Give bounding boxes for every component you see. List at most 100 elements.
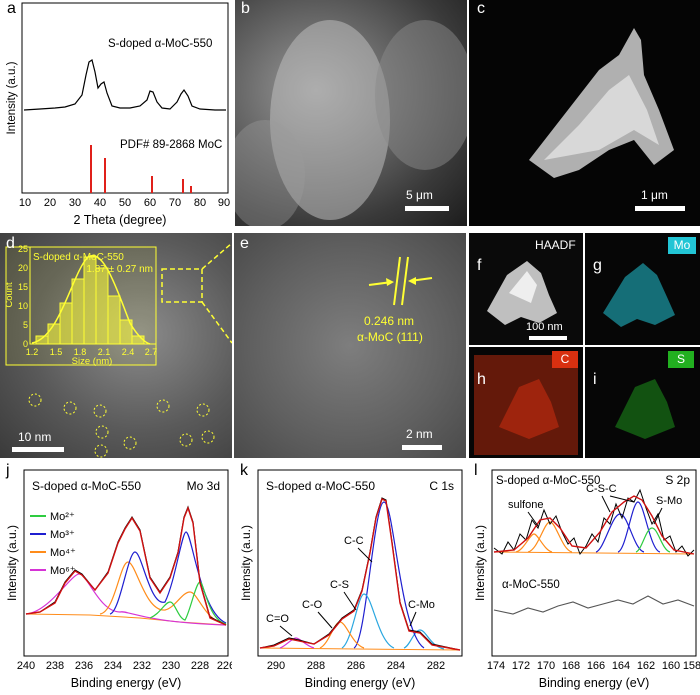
hrtem-scale-bar — [12, 447, 64, 452]
inset-xtick: 2.4 — [122, 347, 135, 357]
legend-mo2: Mo²⁺ — [50, 511, 75, 523]
xrd-xtick: 80 — [194, 197, 206, 209]
sulfone-component-2 — [515, 533, 553, 553]
peak-csc: C-S-C — [586, 483, 617, 495]
c1s-chart: S-doped α-MoC-550 C 1s C=O C-O C-S C-C C… — [239, 469, 463, 690]
s2p-xlabel: Binding energy (eV) — [539, 676, 649, 690]
haadf-scale-bar — [529, 336, 567, 340]
mo3d-xtick: 234 — [104, 660, 122, 672]
lattice-overlay: 0.246 nm α-MoC (111) — [357, 256, 433, 344]
hist-bar — [35, 335, 49, 345]
xrd-xtick: 90 — [218, 197, 230, 209]
xrd-ylabel: Intensity (a.u.) — [6, 61, 18, 134]
hist-bar — [107, 295, 121, 345]
tem-scale-bar — [635, 206, 685, 211]
panel-label-a: a — [7, 0, 16, 17]
panel-label-l: l — [474, 462, 478, 479]
panel-f-haadf-image: f HAADF 100 nm — [469, 233, 583, 345]
panel-g-mo-map: g Mo — [585, 233, 700, 345]
panel-label-j: j — [6, 462, 10, 479]
cc-component — [353, 501, 425, 649]
inset-value: 1.87 ± 0.27 nm — [86, 264, 153, 275]
csc-component-2 — [617, 501, 661, 553]
panel-label-i: i — [593, 371, 597, 388]
xrd-xtick: 10 — [19, 197, 31, 209]
panel-a-xrd: S-doped α-MoC-550 PDF# 89-2868 MoC 10 20… — [0, 0, 232, 232]
mo-tag: Mo — [668, 237, 696, 254]
lattice-spacing: 0.246 nm — [364, 314, 414, 328]
inset-ytick: 20 — [18, 263, 28, 273]
mo2-component — [149, 581, 227, 625]
s2p-xticks: 174 172 170 168 166 164 162 160 158 — [487, 660, 700, 672]
inset-xtick: 2.7 — [145, 347, 158, 357]
c1s-xtick: 288 — [307, 660, 325, 672]
xrd-xtick: 40 — [94, 197, 106, 209]
mo3d-ylabel: Intensity (a.u.) — [5, 525, 19, 601]
tem-scale-text: 1 μm — [641, 188, 668, 202]
mo3d-xtick: 240 — [17, 660, 35, 672]
xrd-xtick: 50 — [119, 197, 131, 209]
c1s-xtick: 282 — [427, 660, 445, 672]
peak-smo: S-Mo — [656, 495, 682, 507]
s2p-xtick: 164 — [612, 660, 630, 672]
mo3d-xtick: 228 — [191, 660, 209, 672]
mo3d-title: S-doped α-MoC-550 — [32, 479, 141, 493]
inset-xticks: 1.2 1.5 1.8 2.1 2.4 2.7 — [26, 347, 158, 357]
panel-label-b: b — [241, 0, 250, 17]
c1s-ylabel: Intensity (a.u.) — [239, 525, 253, 601]
mo3-component — [109, 531, 227, 624]
c-tag: C — [552, 351, 578, 368]
inset-title: S-doped α-MoC-550 — [33, 252, 124, 263]
s2p-xtick: 170 — [537, 660, 555, 672]
c1s-title: S-doped α-MoC-550 — [266, 479, 375, 493]
s2p-baseline — [493, 551, 695, 555]
s2p-xtick: 166 — [587, 660, 605, 672]
zoom-box — [161, 268, 203, 303]
sem-texture — [235, 20, 467, 226]
panel-label-e: e — [240, 235, 249, 252]
mo3d-xtick: 232 — [133, 660, 151, 672]
legend-mo4: Mo⁴⁺ — [50, 547, 76, 559]
cmo-component — [403, 629, 445, 650]
sem-scale-bar — [405, 206, 449, 211]
mo3d-xtick: 236 — [75, 660, 93, 672]
peak-cmo: C-Mo — [408, 599, 435, 611]
peak-ceo: C=O — [266, 613, 289, 625]
ref-moc-label: α-MoC-550 — [502, 579, 560, 591]
s2p-core: S 2p — [665, 473, 690, 487]
legend-mo3: Mo³⁺ — [50, 529, 75, 541]
legend-mo6: Mo⁶⁺ — [50, 565, 76, 577]
c1s-fit — [259, 498, 461, 651]
hist-bar — [95, 267, 109, 345]
xrd-ref-label: PDF# 89-2868 MoC — [120, 139, 222, 151]
mo3d-xlabel: Binding energy (eV) — [71, 676, 181, 690]
panel-l-s2p-xps: S-doped α-MoC-550 S 2p sulfone C-S-C S-M… — [468, 462, 700, 695]
s2p-xtick: 168 — [562, 660, 580, 672]
xrd-xlabel: 2 Theta (degree) — [74, 213, 167, 227]
c1s-baseline — [259, 647, 461, 651]
s2p-xtick: 162 — [637, 660, 655, 672]
xrd-ref-bars — [90, 145, 192, 193]
c1s-core: C 1s — [429, 479, 454, 493]
peak-cc: C-C — [344, 535, 364, 547]
mo4-component — [99, 561, 227, 625]
inset-xlabel: Size (nm) — [72, 356, 113, 367]
mo3d-xtick: 226 — [217, 660, 232, 672]
c1s-raw-data — [259, 497, 461, 651]
inset-ytick: 5 — [23, 320, 28, 330]
inset-xtick: 1.2 — [26, 347, 39, 357]
panel-label-g: g — [593, 257, 602, 274]
haadf-tag: HAADF — [535, 238, 576, 252]
inset-xtick: 2.1 — [98, 347, 111, 357]
xrd-xtick: 60 — [144, 197, 156, 209]
mo3d-fit — [25, 505, 227, 626]
haadf-scale-text: 100 nm — [526, 321, 563, 333]
c1s-xtick: 284 — [387, 660, 405, 672]
ref-moc-line — [493, 595, 695, 615]
cs-component — [341, 593, 395, 649]
mo3d-core: Mo 3d — [187, 479, 220, 493]
c1s-xticks: 290 288 286 284 282 — [267, 660, 445, 672]
lattice-scale-bar — [402, 445, 442, 450]
mo3d-legend: Mo²⁺ Mo³⁺ Mo⁴⁺ Mo⁶⁺ — [30, 511, 76, 577]
panel-e-lattice-image: 0.246 nm α-MoC (111) e 2 nm — [234, 233, 466, 458]
